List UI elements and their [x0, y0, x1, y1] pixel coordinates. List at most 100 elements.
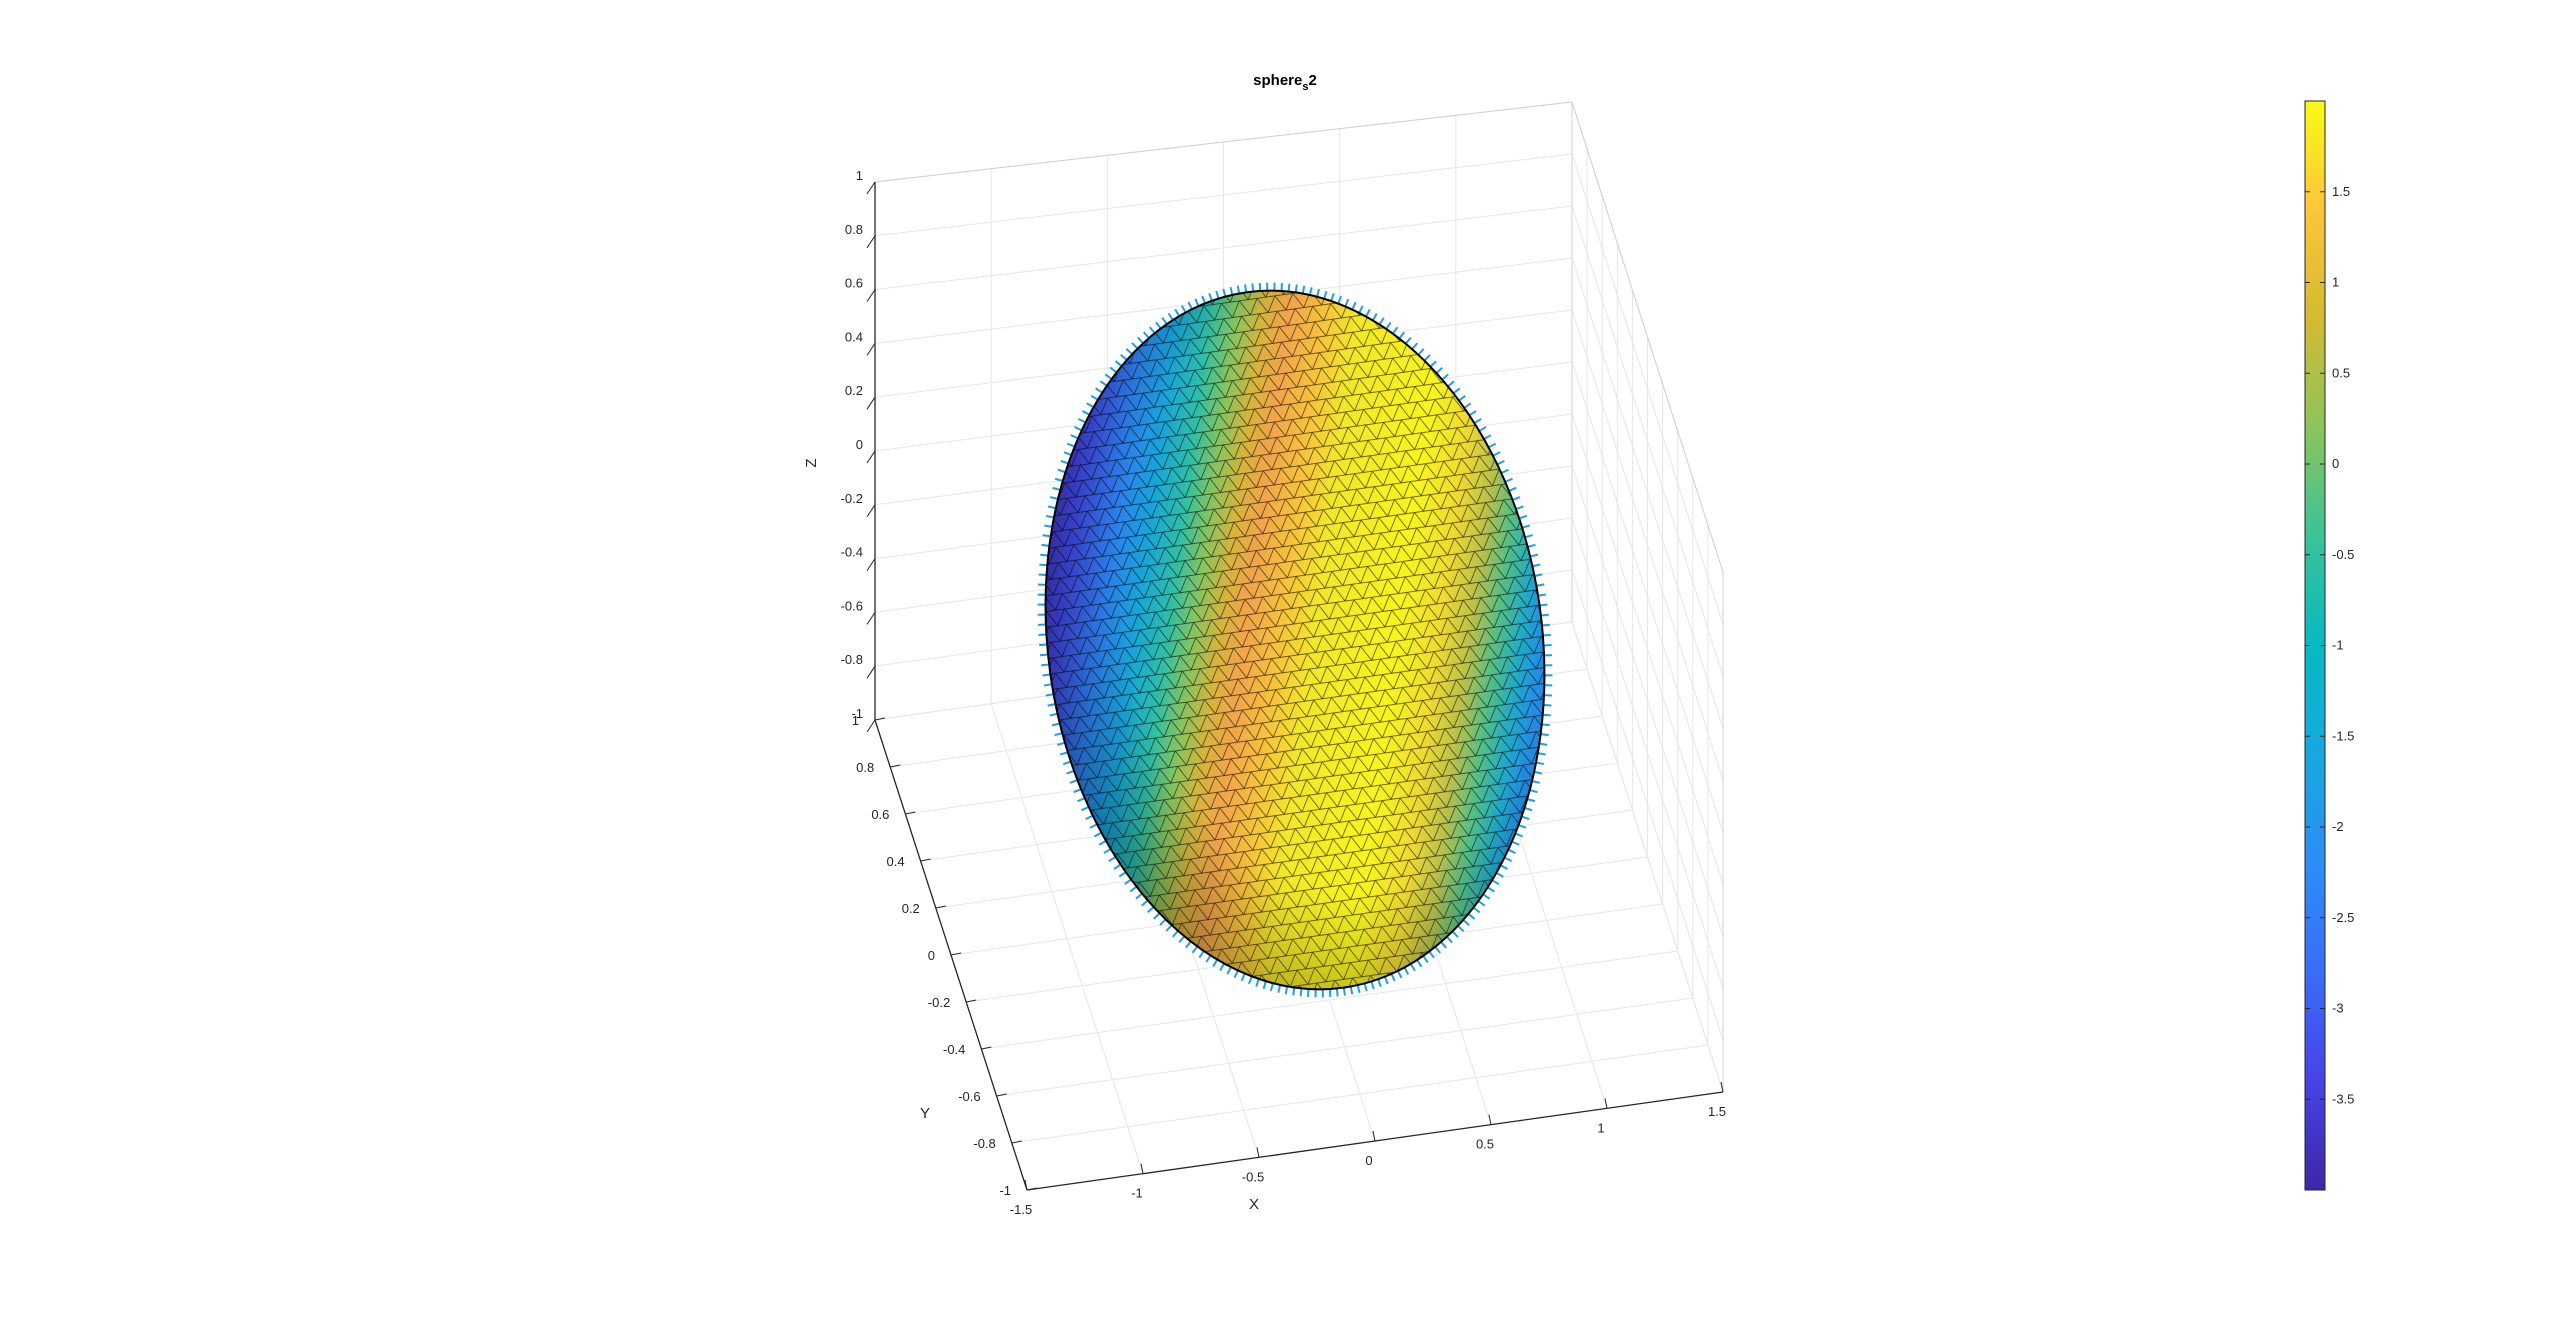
- x-tick-label: 1: [1597, 1120, 1604, 1135]
- normal-arrow: [1541, 723, 1550, 727]
- y-tick-mark: [890, 764, 901, 768]
- normal-arrow: [1287, 283, 1291, 292]
- z-tick-mark: [866, 612, 876, 625]
- normal-arrow: [1504, 477, 1513, 483]
- normal-arrow: [1113, 863, 1122, 870]
- normal-arrow: [1047, 505, 1057, 510]
- normal-arrow: [1171, 930, 1179, 938]
- y-tick-mark: [905, 811, 916, 815]
- normal-arrow: [1063, 451, 1072, 456]
- normal-arrow: [1201, 295, 1207, 304]
- rightwall-gridline-z: [1571, 517, 1724, 989]
- x-tick-mark: [1720, 1081, 1724, 1093]
- normal-arrow: [1377, 978, 1382, 988]
- y-tick-mark: [1026, 1187, 1038, 1191]
- normal-arrow: [1390, 973, 1396, 982]
- backwall-gridline-z: [874, 205, 1573, 291]
- y-tick-label: -0.8: [973, 1136, 995, 1151]
- normal-arrow: [1045, 693, 1054, 697]
- normal-arrow: [1537, 752, 1546, 756]
- z-tick-label: 0.4: [845, 329, 863, 344]
- normal-arrow: [1495, 871, 1504, 878]
- z-tick-label: 0.8: [845, 222, 863, 237]
- x-tick-label: -0.5: [1242, 1169, 1264, 1184]
- normal-arrow: [1417, 348, 1425, 356]
- normal-arrow: [1059, 751, 1069, 756]
- normal-arrow: [1229, 286, 1234, 296]
- y-tick-label: -0.6: [958, 1089, 980, 1104]
- normal-arrow: [1077, 417, 1086, 424]
- normal-arrow: [1337, 295, 1343, 304]
- x-tick-label: -1: [1131, 1186, 1143, 1201]
- normal-arrow: [1378, 317, 1385, 326]
- normal-arrow: [1463, 402, 1472, 409]
- normal-arrow: [1049, 712, 1058, 717]
- normal-arrow: [1042, 673, 1051, 677]
- y-tick-mark: [874, 717, 886, 721]
- normal-arrow: [1451, 930, 1459, 938]
- normal-arrow: [1090, 394, 1099, 401]
- normal-arrow: [1069, 779, 1078, 784]
- normal-arrow: [1351, 301, 1357, 310]
- rightwall-gridline-z: [1571, 257, 1724, 729]
- normal-arrow: [1541, 623, 1551, 627]
- normal-arrow: [1540, 613, 1549, 617]
- floor-gridline-y: [996, 997, 1693, 1097]
- normal-arrow: [1147, 906, 1155, 914]
- normal-arrow: [1187, 301, 1193, 310]
- normal-arrow: [1180, 305, 1187, 314]
- rightwall-gridline-z: [1571, 569, 1724, 1041]
- normal-arrow: [1404, 336, 1412, 345]
- normal-arrow: [1508, 486, 1517, 492]
- normal-arrow: [1051, 722, 1061, 727]
- normal-arrow: [1081, 806, 1090, 812]
- x-tick-mark: [1604, 1098, 1608, 1109]
- normal-arrow: [1532, 563, 1541, 568]
- normal-arrow: [1043, 683, 1053, 687]
- z-tick-mark: [866, 181, 876, 195]
- normal-arrow: [1496, 459, 1505, 466]
- normal-arrow: [1039, 563, 1048, 567]
- normal-arrow: [1487, 886, 1495, 893]
- normal-arrow: [1095, 387, 1103, 394]
- normal-arrow: [1534, 573, 1543, 577]
- normal-arrow: [1244, 284, 1248, 293]
- x-tick-mark: [1024, 1179, 1028, 1191]
- normal-arrow: [1292, 987, 1296, 996]
- normal-arrow: [1539, 742, 1548, 746]
- normal-arrow: [1178, 935, 1186, 944]
- normal-arrow: [1089, 823, 1098, 829]
- normal-arrow: [1041, 663, 1050, 667]
- normal-arrow: [1208, 292, 1213, 302]
- y-axis-label: Y: [920, 1105, 930, 1122]
- normal-arrow: [1468, 410, 1477, 417]
- normal-arrow: [1403, 966, 1410, 975]
- normal-arrow: [1482, 893, 1491, 900]
- normal-arrow: [1440, 941, 1448, 949]
- normal-arrow: [1236, 285, 1241, 294]
- rightwall-gridline-z: [1571, 413, 1724, 885]
- normal-arrow: [1491, 879, 1500, 886]
- colorbar-tick-label: -1.5: [2332, 728, 2354, 743]
- normal-arrow: [1540, 733, 1549, 737]
- normal-arrow: [1040, 553, 1049, 557]
- normal-arrow: [1251, 283, 1255, 292]
- normal-arrow: [1515, 505, 1524, 511]
- normal-arrow: [1447, 380, 1455, 388]
- normal-arrow: [1093, 831, 1102, 838]
- normal-arrow: [1500, 864, 1509, 870]
- y-tick-mark: [996, 1093, 1007, 1097]
- normal-arrow: [1135, 892, 1143, 900]
- normal-arrow: [1330, 293, 1335, 302]
- normal-arrow: [1086, 402, 1095, 409]
- normal-arrow: [1344, 298, 1350, 307]
- colorbar-tick-label: 1.5: [2332, 184, 2350, 199]
- z-axis-label: Z: [803, 458, 820, 467]
- normal-arrow: [1215, 290, 1220, 299]
- normal-arrow: [1358, 305, 1364, 314]
- rightwall-gridline-z: [1571, 153, 1724, 625]
- y-tick-label: -0.2: [928, 995, 950, 1010]
- normal-arrow: [1383, 976, 1389, 985]
- z-tick-label: 0.6: [845, 276, 863, 291]
- normal-arrow: [1542, 713, 1551, 717]
